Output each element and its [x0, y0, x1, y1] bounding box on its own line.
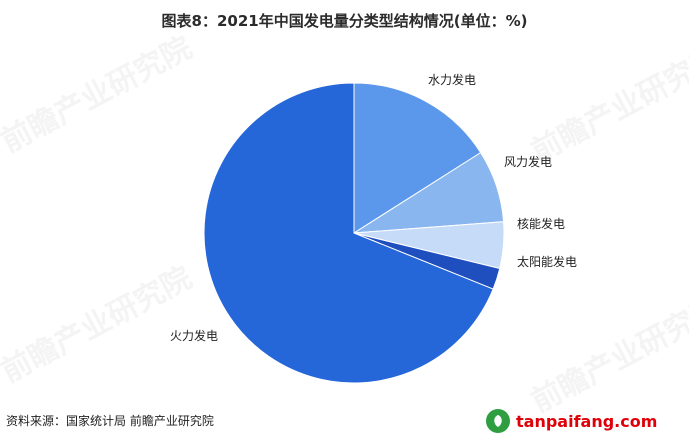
pie-slice — [203, 82, 494, 384]
brand-logo: tanpaifang.com — [486, 406, 686, 436]
source-note: 资料来源：国家统计局 前瞻产业研究院 — [6, 414, 214, 428]
brand-name: tanpaifang.com — [516, 411, 658, 431]
leaf-icon — [486, 409, 510, 433]
chart-title: 图表8：2021年中国发电量分类型结构情况(单位：%) — [161, 12, 528, 30]
pie-slices — [203, 82, 505, 384]
slice-label: 水力发电 — [428, 72, 476, 87]
slice-label: 风力发电 — [504, 154, 552, 169]
pie-slice — [353, 82, 482, 234]
slice-label: 火力发电 — [170, 328, 218, 343]
slice-label: 核能发电 — [517, 216, 565, 231]
slice-label: 太阳能发电 — [517, 254, 577, 269]
